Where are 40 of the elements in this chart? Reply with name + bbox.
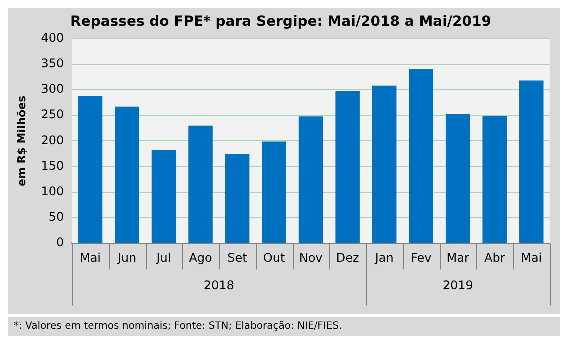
y-tick-label: 150 [41,158,64,173]
x-tick-label: Mai [521,250,542,265]
bar [225,154,250,244]
x-tick-label: Jul [156,250,172,265]
y-tick-label: 300 [41,82,64,96]
x-tick-label: Jun [116,250,137,265]
x-tick-label: Dez [336,250,360,265]
bar [519,80,544,244]
x-tick-label: Set [228,250,248,265]
bar [372,86,397,244]
y-tick-label: 100 [41,184,64,199]
y-tick-label: 0 [56,236,64,250]
text: 2018 [204,278,234,293]
chart-title: Repasses do FPE* para Sergipe: Mai/2018 a Mai/2019 [70,14,492,30]
x-tick-label: Ago [189,250,212,265]
y-tick-label: 250 [41,108,64,122]
x-tick-label: Jan [374,250,394,265]
bar [336,92,360,244]
x-tick-label: Mai [80,250,102,265]
y-tick-label: 50 [48,210,64,224]
text: *: Valores em termos nominais; Fonte: STN; Elaboração: NIE/FIES. [8,314,560,336]
x-tick-label: Mar [446,250,470,265]
bar [188,126,213,244]
bar [78,96,103,244]
bar [262,142,286,244]
y-tick-label: 400 [41,30,64,45]
y-tick-label: 350 [41,56,64,71]
x-tick-label: Nov [299,250,323,265]
bar [152,150,176,244]
x-tick-label: Out [263,250,286,265]
bar [446,114,470,244]
text: 2019 [442,278,474,293]
y-tick-label: 200 [41,133,64,148]
bar [409,70,434,244]
bar [298,116,324,244]
y-axis-title: em R$ Milhões [15,95,28,186]
bar [115,106,140,244]
x-tick-label: Fev [410,250,432,265]
x-tick-label: Abr [484,250,506,265]
bar [482,116,507,244]
